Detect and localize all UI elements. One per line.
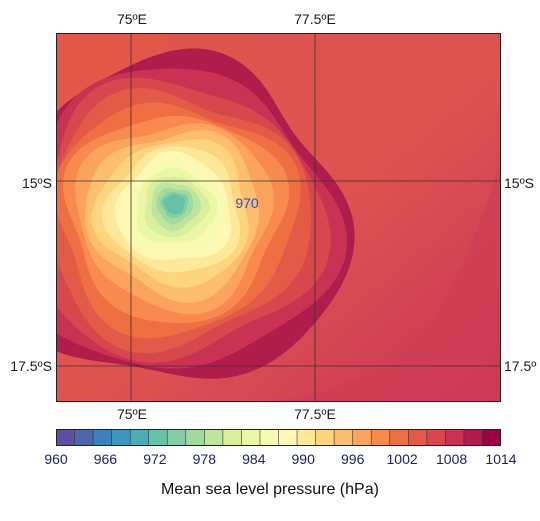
colorbar-tick-label: 1008 xyxy=(436,451,468,467)
colorbar-swatch xyxy=(148,429,168,446)
colorbar-swatch xyxy=(352,429,372,446)
lat-label-right-15: 15ºS xyxy=(504,175,535,191)
colorbar-tick-label: 996 xyxy=(341,451,365,467)
colorbar-title: Mean sea level pressure (hPa) xyxy=(161,481,379,498)
colorbar-swatch xyxy=(259,429,279,446)
colorbar-swatch xyxy=(297,429,316,446)
colorbar-swatch xyxy=(56,429,75,446)
colorbar-swatch xyxy=(426,429,446,446)
map-frame xyxy=(56,33,501,402)
colorbar-swatch xyxy=(185,429,205,446)
colorbar-swatch xyxy=(167,429,187,446)
lat-label-left-15: 15ºS xyxy=(21,175,52,191)
colorbar-tick-label: 972 xyxy=(143,451,167,467)
colorbar-tick-label: 966 xyxy=(93,451,118,467)
colorbar-tick-label: 960 xyxy=(44,451,68,467)
center-pressure-label: 970 xyxy=(235,195,259,211)
colorbar-tick-label: 978 xyxy=(192,451,216,467)
lat-label-right-17-5: 17.5º xyxy=(504,358,537,374)
colorbar-swatch xyxy=(111,429,131,446)
colorbar-swatch xyxy=(222,429,242,446)
colorbar-swatch xyxy=(74,429,94,446)
colorbar-swatch xyxy=(389,429,409,446)
colorbar-swatch xyxy=(241,429,261,446)
colorbar-tick-label: 984 xyxy=(242,451,266,467)
colorbar-swatch xyxy=(408,429,428,446)
lon-label-top-77-5: 77.5ºE xyxy=(294,11,336,27)
pressure-map: 970 xyxy=(56,33,501,402)
colorbar-frame xyxy=(56,429,501,446)
lat-label-left-17-5: 17.5ºS xyxy=(10,358,52,374)
colorbar-swatch xyxy=(130,429,150,446)
colorbar-swatch xyxy=(463,429,483,446)
colorbar-swatch xyxy=(204,429,224,446)
colorbar-swatch xyxy=(315,429,335,446)
colorbar-swatch xyxy=(371,429,391,446)
southeast-low-band xyxy=(256,163,501,402)
lon-label-bottom-75: 75ºE xyxy=(116,406,148,422)
colorbar-tick-label: 990 xyxy=(291,451,315,467)
lon-label-bottom-77-5: 77.5ºE xyxy=(294,406,336,422)
colorbar xyxy=(56,429,501,446)
colorbar-swatch xyxy=(445,429,465,446)
colorbar-swatch xyxy=(482,429,501,446)
colorbar-tick-label: 1002 xyxy=(386,451,418,467)
contour-970 xyxy=(163,194,185,215)
colorbar-swatch xyxy=(93,429,112,446)
colorbar-tick-label: 1014 xyxy=(485,451,517,467)
colorbar-swatch xyxy=(278,429,298,446)
colorbar-swatch xyxy=(334,429,353,446)
lon-label-top-75: 75ºE xyxy=(116,11,148,27)
